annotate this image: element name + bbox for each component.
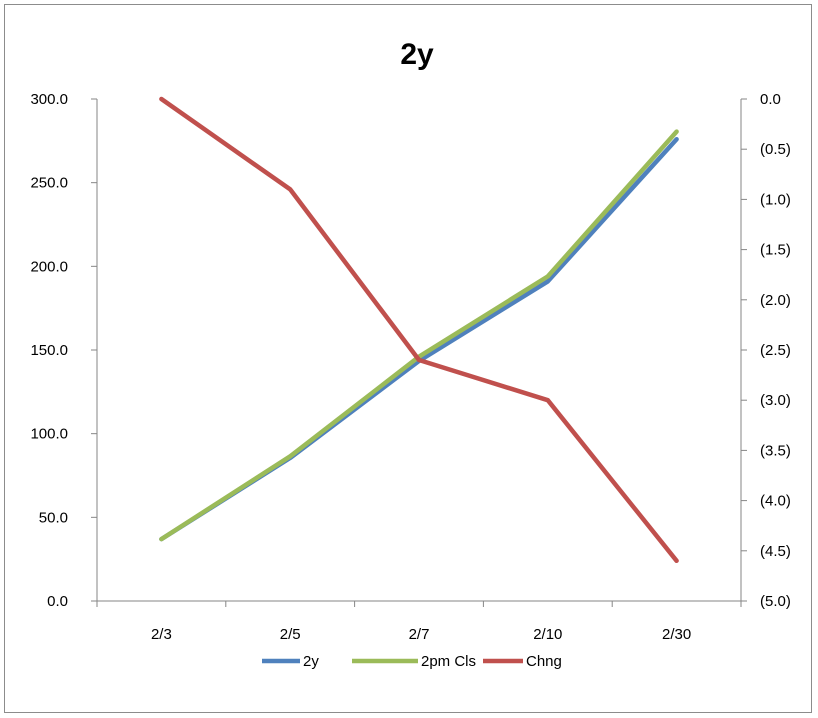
chart-area [4, 4, 812, 713]
right-tick-label: 0.0 [760, 91, 781, 108]
right-tick-label: (0.5) [760, 141, 791, 158]
legend: 2y 2pm Cls Chng [262, 653, 562, 670]
right-tick-label: (2.5) [760, 342, 791, 359]
left-tick-label: 150.0 [30, 342, 68, 359]
axes: 0.0 50.0 100.0 150.0 200.0 250.0 300.0 0.0 (0.5)… [30, 91, 790, 643]
x-tick-label: 2/7 [409, 626, 430, 643]
x-tick-label: 2/30 [662, 626, 691, 643]
right-tick-label: (3.0) [760, 392, 791, 409]
left-tick-label: 50.0 [39, 509, 68, 526]
right-tick-label: (3.5) [760, 442, 791, 459]
x-tick-label: 2/5 [280, 626, 301, 643]
right-tick-label: (1.5) [760, 242, 791, 259]
right-tick-label: (4.0) [760, 493, 791, 510]
legend-label: 2y [303, 653, 319, 670]
x-tick-label: 2/10 [533, 626, 562, 643]
left-tick-label: 200.0 [30, 258, 68, 275]
left-tick-label: 300.0 [30, 91, 68, 108]
series-line-2y [159, 136, 679, 542]
x-tick-label: 2/3 [151, 626, 172, 643]
left-tick-label: 250.0 [30, 175, 68, 192]
series-line-2pm-cls [159, 129, 679, 542]
left-tick-label: 100.0 [30, 426, 68, 443]
plot-lines [159, 96, 679, 564]
right-tick-label: (5.0) [760, 593, 791, 610]
legend-label: 2pm Cls [421, 653, 476, 670]
right-tick-label: (2.0) [760, 292, 791, 309]
series-line-chng [159, 96, 679, 564]
left-tick-label: 0.0 [47, 593, 68, 610]
legend-label: Chng [526, 653, 562, 670]
right-tick-label: (1.0) [760, 191, 791, 208]
right-tick-label: (4.5) [760, 543, 791, 560]
chart-title: 2y [400, 38, 434, 71]
